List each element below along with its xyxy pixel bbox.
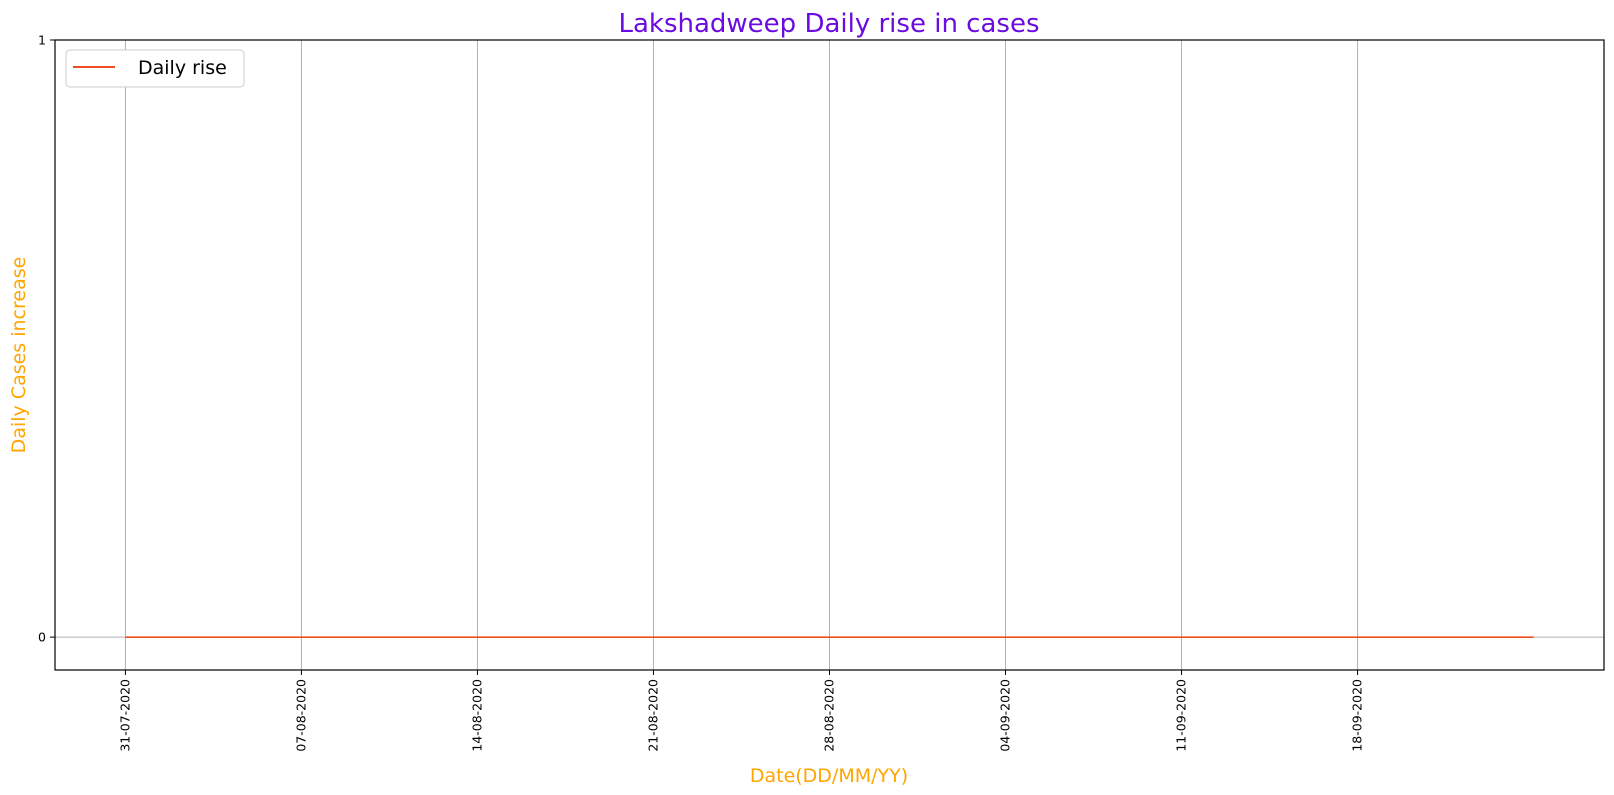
x-tick-label: 04-09-2020	[998, 679, 1013, 752]
x-tick-label: 14-08-2020	[469, 679, 484, 752]
x-tick-label: 28-08-2020	[822, 679, 837, 752]
x-tick-label: 21-08-2020	[645, 679, 660, 752]
y-axis-label: Daily Cases increase	[8, 257, 30, 454]
x-tick-label: 11-09-2020	[1174, 679, 1189, 752]
chart-title: Lakshadweep Daily rise in cases	[618, 9, 1039, 39]
x-tick-label: 07-08-2020	[293, 679, 308, 752]
x-tick-label: 18-09-2020	[1350, 679, 1365, 752]
ticks-layer: 31-07-2020 07-08-2020 14-08-2020 21-08-2020…	[38, 33, 1365, 752]
x-tick-label: 31-07-2020	[117, 679, 132, 752]
y-tick-label: 0	[38, 630, 46, 645]
legend-box	[65, 49, 245, 88]
grid-layer	[55, 39, 1604, 670]
legend: Daily rise	[65, 49, 245, 88]
y-tick-label: 1	[38, 33, 46, 48]
x-axis-label: Date(DD/MM/YY)	[750, 765, 908, 787]
legend-label-daily-rise: Daily rise	[138, 57, 227, 79]
